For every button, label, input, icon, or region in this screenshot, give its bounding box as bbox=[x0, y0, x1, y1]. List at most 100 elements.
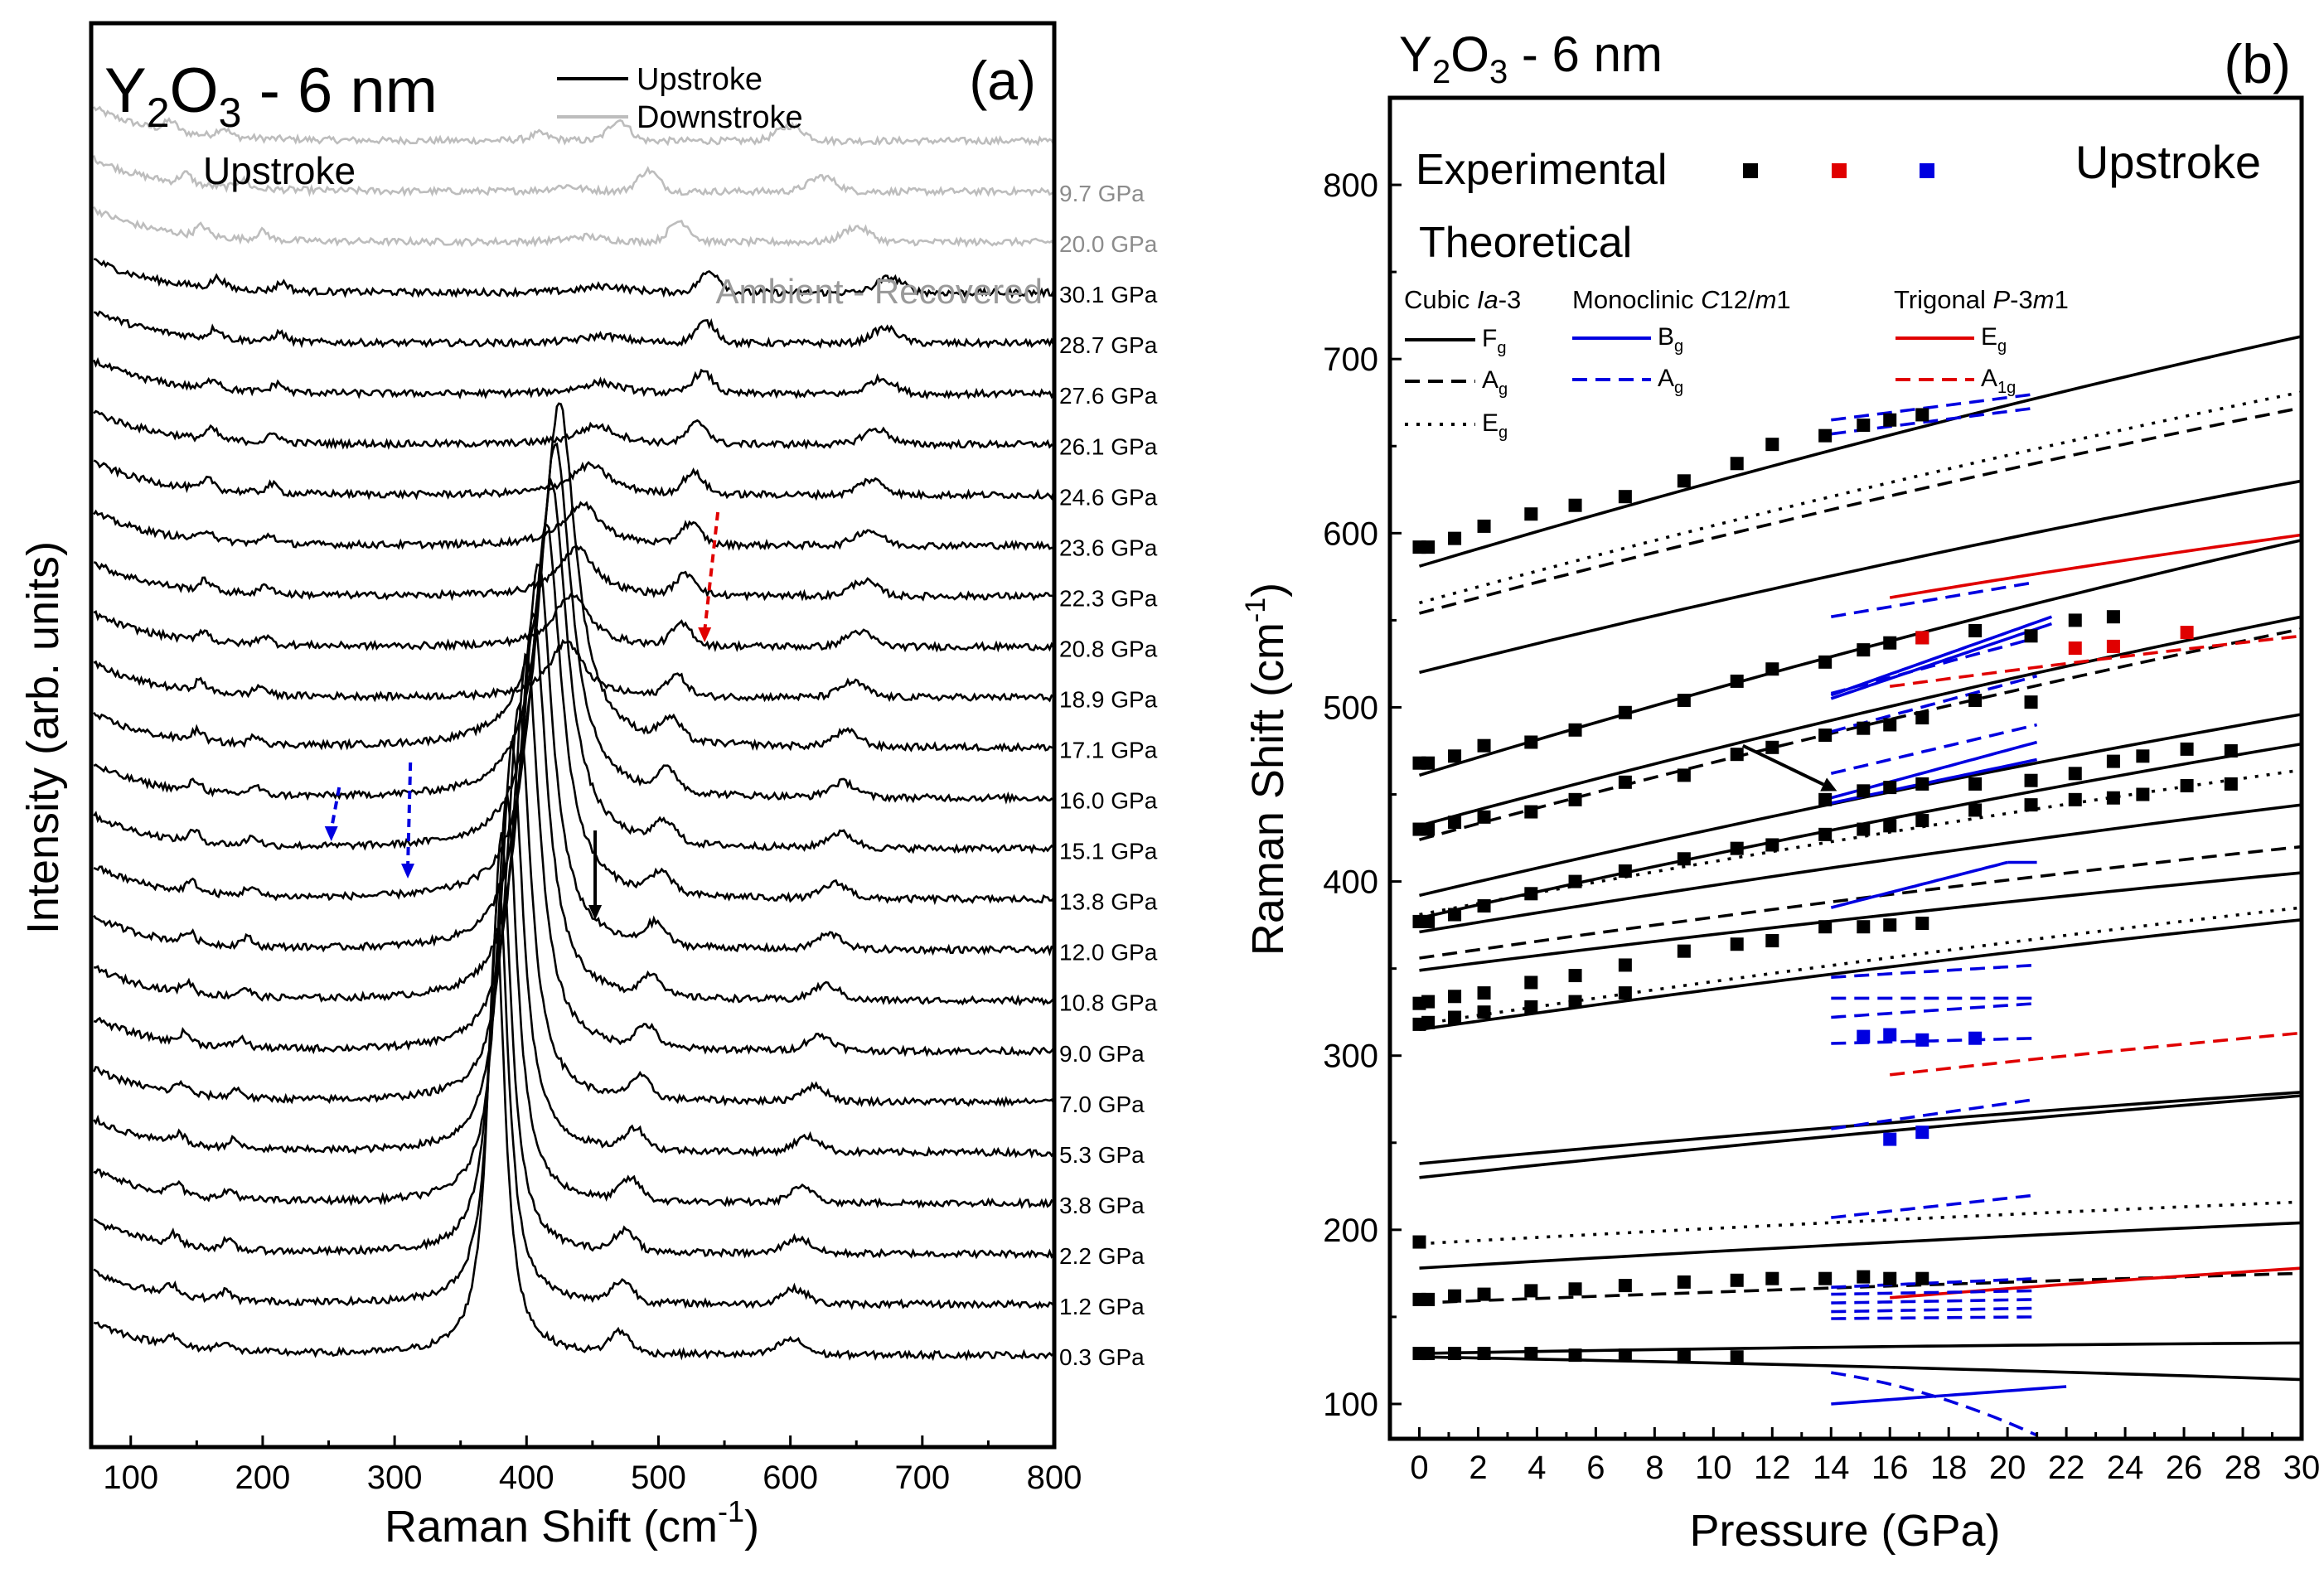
exp-point-black bbox=[1730, 937, 1744, 951]
panel-b-letter: (b) bbox=[2224, 33, 2291, 94]
theory-line bbox=[1831, 1289, 2037, 1296]
legend-exp-black-marker bbox=[1743, 163, 1758, 178]
legend-mono-ag-label: Ag bbox=[1658, 365, 1683, 397]
exp-point-black bbox=[1677, 944, 1691, 958]
exp-point-black bbox=[1618, 864, 1632, 878]
exp-point-black bbox=[1883, 819, 1897, 833]
theory-line bbox=[1419, 713, 2302, 898]
exp-point-black bbox=[1477, 738, 1491, 753]
x-tick-label: 0 bbox=[1410, 1450, 1428, 1486]
x-tick-label: 6 bbox=[1586, 1450, 1605, 1486]
theory-line bbox=[1419, 918, 2302, 1031]
pressure-label: 12.0 GPa bbox=[1059, 940, 1158, 966]
theory-line bbox=[1831, 1371, 2038, 1437]
theory-lines bbox=[1418, 335, 2302, 1437]
x-tick-label: 14 bbox=[1813, 1450, 1850, 1486]
exp-point-black bbox=[1568, 1282, 1582, 1296]
theory-line bbox=[1419, 768, 2302, 917]
theory-line bbox=[1419, 1221, 2302, 1270]
exp-point-black bbox=[1883, 413, 1897, 427]
y-tick-label: 500 bbox=[1323, 690, 1378, 726]
spectrum-line bbox=[93, 545, 1054, 602]
exp-point-blue bbox=[1883, 1132, 1897, 1146]
legend-mono-bg-label: Bg bbox=[1658, 323, 1683, 356]
spectrum-line bbox=[93, 593, 1055, 653]
exp-point-black bbox=[1524, 887, 1538, 901]
exp-point-black bbox=[2136, 749, 2150, 763]
exp-point-black bbox=[1421, 756, 1436, 770]
exp-point-black bbox=[1477, 899, 1491, 913]
exp-point-black bbox=[1968, 777, 1983, 791]
exp-point-black bbox=[1968, 623, 1983, 637]
panel-a-ylabel: Intensity (arb. units) bbox=[18, 541, 68, 934]
exp-point-black bbox=[1765, 438, 1779, 452]
exp-point-black bbox=[1883, 918, 1897, 932]
exp-point-black bbox=[1730, 748, 1744, 762]
exp-point-black bbox=[1448, 749, 1462, 763]
exp-point-black bbox=[1421, 1292, 1436, 1306]
exp-point-red bbox=[2106, 639, 2120, 653]
spectrum-line bbox=[93, 501, 1054, 551]
y-tick-label: 700 bbox=[1323, 341, 1378, 378]
theory-line bbox=[1831, 392, 2037, 422]
spectrum-line bbox=[93, 652, 1055, 1058]
theory-line bbox=[1830, 860, 2008, 909]
legend-exp-blue-marker bbox=[1920, 163, 1934, 178]
exp-point-black bbox=[2136, 787, 2150, 801]
exp-point-black bbox=[1568, 792, 1582, 806]
exp-point-black bbox=[1448, 1289, 1462, 1303]
peak-arrow-head bbox=[588, 905, 603, 920]
theory-line bbox=[1419, 803, 2302, 934]
exp-point-black bbox=[2224, 777, 2238, 791]
x-tick-label: 18 bbox=[1930, 1450, 1968, 1486]
x-tick-label: 400 bbox=[499, 1460, 554, 1496]
peak-arrow-shaft bbox=[703, 511, 720, 632]
exp-point-black bbox=[1857, 419, 1871, 433]
spectrum-line bbox=[94, 258, 1055, 299]
exp-point-black bbox=[1477, 1005, 1491, 1019]
theory-line bbox=[1889, 533, 2302, 599]
theory-line bbox=[1418, 335, 2302, 568]
panel-b: 0 2 4 6 8 10 12 14 16 18 20 22 24 26 28 301002003004005… bbox=[1240, 27, 2320, 1556]
legend-trig-a1g-label: A1g bbox=[1981, 365, 2016, 397]
theory-line bbox=[1419, 871, 2302, 972]
x-tick-label: 2 bbox=[1469, 1450, 1487, 1486]
exp-point-red bbox=[1915, 631, 1929, 645]
legend-cubic-fg-label: Fg bbox=[1482, 325, 1506, 357]
spectrum-line bbox=[93, 638, 1054, 703]
spectrum-line bbox=[93, 402, 1054, 753]
spectrum-line bbox=[93, 409, 1054, 450]
exp-point-black bbox=[1477, 810, 1491, 824]
exp-point-red bbox=[2180, 626, 2194, 640]
exp-point-black bbox=[1421, 540, 1436, 554]
exp-point-black bbox=[1421, 914, 1436, 928]
pressure-label: 7.0 GPa bbox=[1059, 1092, 1145, 1117]
x-tick-label: 28 bbox=[2225, 1450, 2262, 1486]
peak-arrow-shaft bbox=[329, 787, 341, 830]
exp-point-black bbox=[1421, 1347, 1436, 1361]
exp-point-black bbox=[1915, 814, 1929, 828]
pressure-labels: 9.7 GPa 20.0 GPa 30.1 GPa 28.7 GPa 27.6 GPa 2… bbox=[1059, 181, 1158, 1370]
panel-a-title: Y2O3 - 6 nm bbox=[104, 56, 438, 136]
x-tick-label: 4 bbox=[1528, 1450, 1546, 1486]
exp-point-black bbox=[1818, 792, 1833, 806]
exp-point-black bbox=[1857, 822, 1871, 836]
exp-point-black bbox=[1857, 643, 1871, 657]
exp-point-black bbox=[1968, 803, 1983, 817]
exp-point-black bbox=[1677, 474, 1691, 488]
peak-arrow-head bbox=[401, 864, 415, 879]
x-tick-label: 8 bbox=[1645, 1450, 1663, 1486]
panel-b-title: Y2O3 - 6 nm bbox=[1399, 27, 1663, 90]
exp-point-black bbox=[1524, 1000, 1538, 1014]
spectra-group bbox=[92, 105, 1055, 1362]
theory-line bbox=[1419, 615, 2302, 828]
peak-arrow-head bbox=[324, 826, 338, 841]
exp-point-black bbox=[2106, 610, 2120, 624]
exp-point-black bbox=[1677, 768, 1691, 782]
theory-line bbox=[1830, 723, 2037, 776]
legend-trigonal-title: Trigonal P-3m1 bbox=[1894, 285, 2069, 314]
exp-point-black bbox=[1883, 636, 1897, 650]
exp-point-black bbox=[1421, 995, 1436, 1009]
exp-point-blue bbox=[1968, 1031, 1983, 1045]
exp-point-black bbox=[1524, 1347, 1538, 1361]
